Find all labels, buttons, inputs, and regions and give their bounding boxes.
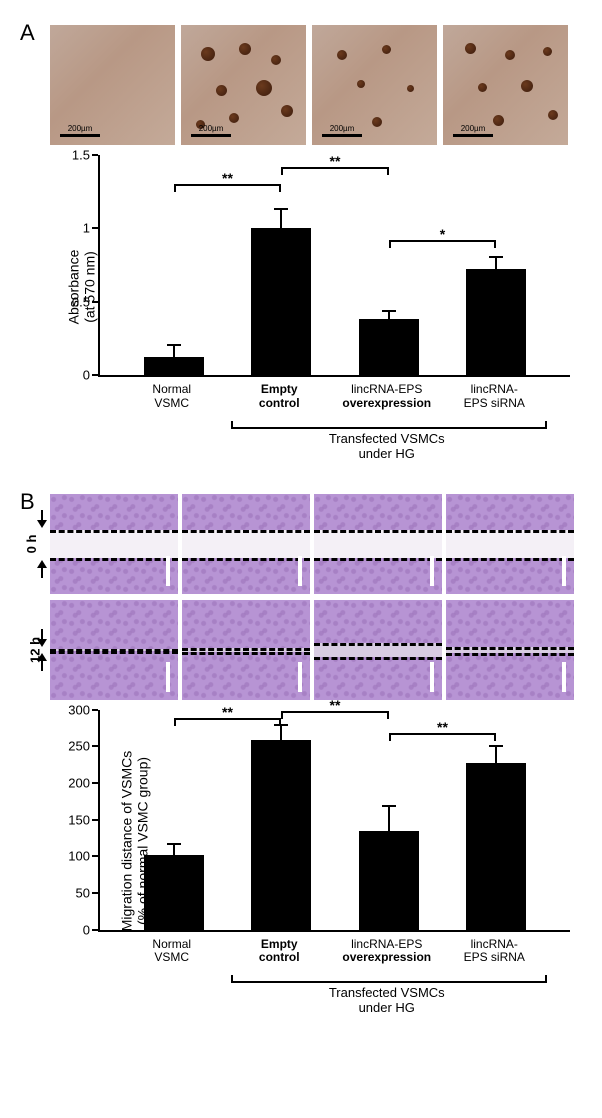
xlabel: Emptycontrol [229,938,329,966]
significance-star: ** [330,153,341,169]
scalebar [430,556,434,586]
panel-a-plot-area: 00.511.5***** [98,155,570,377]
scalebar: 200µm [60,124,100,137]
bar [144,855,204,930]
bar [144,357,204,375]
ytick-label: 1.5 [72,148,100,163]
microscopy-tile: 200µm [50,25,175,145]
arrow-icon [36,653,48,671]
panel-a-chart: Absorbance (at 570 nm) 00.511.5***** Nor… [50,155,582,419]
group-bracket-label: Transfected VSMCsunder HG [329,431,445,461]
scalebar: 200µm [322,124,362,137]
microscopy-tile: 200µm [312,25,437,145]
bar [359,319,419,375]
scalebar [166,556,170,586]
wound-tile [314,600,442,700]
wound-tile [50,600,178,700]
wound-tile [50,494,178,594]
panel-b-label: B [20,489,35,515]
ytick-label: 100 [68,849,100,864]
microscopy-tile: 200µm [181,25,306,145]
panel-a: A 200µm 200µm 200µm 200µm Absorbance (at 57… [20,20,582,459]
bar [251,740,311,929]
bar [251,228,311,375]
bar [466,269,526,375]
scalebar: 200µm [191,124,231,137]
significance-star: ** [222,170,233,186]
xlabel: Emptycontrol [229,383,329,411]
panel-b-chart: Migration distance of VSMCs (% of normal… [50,710,582,974]
arrow-icon [36,629,48,647]
group-bracket-label: Transfected VSMCsunder HG [329,985,445,1015]
xlabel: lincRNA-EPS siRNA [444,938,544,966]
microscopy-tile: 200µm [443,25,568,145]
wound-tile [446,494,574,594]
ytick-label: 50 [76,885,100,900]
scalebar [298,662,302,692]
wound-tile [314,494,442,594]
ytick-label: 0 [83,922,100,937]
scalebar: 200µm [453,124,493,137]
bar [359,831,419,930]
panel-b-xlabels: NormalVSMCEmptycontrol lincRNA-EPSoverexp… [98,932,568,966]
wound-tile [182,600,310,700]
significance-star: ** [330,697,341,713]
ytick-label: 1 [83,221,100,236]
scalebar [430,662,434,692]
arrow-icon [36,510,48,528]
ytick-label: 250 [68,739,100,754]
significance-star: * [440,226,445,242]
row-time-label: 0 h [24,534,39,553]
scalebar [562,662,566,692]
panel-a-ylabel: Absorbance (at 570 nm) [65,249,97,324]
scalebar [166,662,170,692]
xlabel: lincRNA-EPSoverexpression [337,938,437,966]
panel-a-bracket: Transfected VSMCsunder HG [98,419,568,459]
bar [466,763,526,929]
panel-b-image-grid: 0 h12 h [50,494,582,700]
xlabel: lincRNA-EPSoverexpression [337,383,437,411]
panel-b-plot-area: 050100150200250300****** [98,710,570,932]
xlabel: NormalVSMC [122,938,222,966]
significance-star: ** [222,704,233,720]
panel-a-image-strip: 200µm 200µm 200µm 200µm [50,25,582,145]
ytick-label: 300 [68,702,100,717]
ytick-label: 150 [68,812,100,827]
ytick-label: 0 [83,368,100,383]
significance-star: ** [437,719,448,735]
xlabel: NormalVSMC [122,383,222,411]
xlabel: lincRNA-EPS siRNA [444,383,544,411]
scalebar [298,556,302,586]
panel-a-label: A [20,20,35,46]
panel-b: B 0 h12 h Migration distance of VSMCs (%… [20,489,582,1014]
wound-tile [182,494,310,594]
wound-tile [446,600,574,700]
ytick-label: 0.5 [72,294,100,309]
arrow-icon [36,560,48,578]
panel-a-xlabels: NormalVSMCEmptycontrol lincRNA-EPSoverexp… [98,377,568,411]
panel-b-bracket: Transfected VSMCsunder HG [98,973,568,1013]
ytick-label: 200 [68,775,100,790]
scalebar [562,556,566,586]
